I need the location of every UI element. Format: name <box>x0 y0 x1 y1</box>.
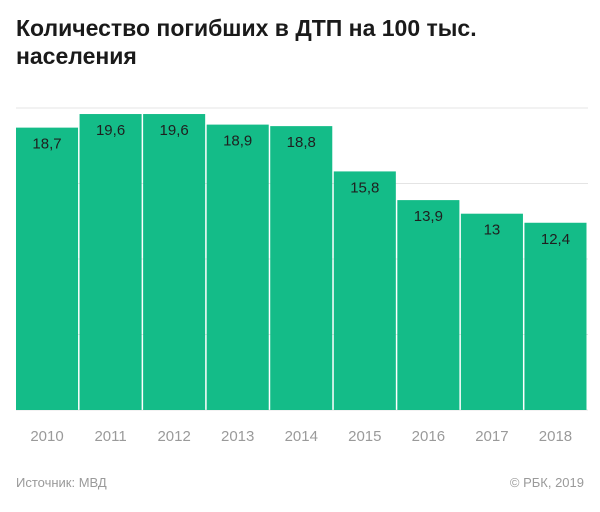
bar-value-label: 15,8 <box>350 179 379 196</box>
x-tick-label: 2018 <box>539 428 572 445</box>
bar-value-label: 19,6 <box>160 122 189 139</box>
x-tick-label: 2015 <box>348 428 381 445</box>
x-tick-label: 2012 <box>157 428 190 445</box>
x-tick-label: 2010 <box>30 428 63 445</box>
x-tick-label: 2016 <box>412 428 445 445</box>
bar-2010 <box>16 127 79 410</box>
bar-2015 <box>333 171 396 410</box>
bar-2013 <box>206 124 269 411</box>
bar-2014 <box>270 126 333 411</box>
bar-2017 <box>460 213 523 410</box>
x-tick-label: 2013 <box>221 428 254 445</box>
bar-2016 <box>397 200 460 410</box>
bar-value-label: 18,8 <box>287 134 316 151</box>
bar-value-label: 18,7 <box>32 136 61 153</box>
chart-title: Количество погибших в ДТП на 100 тыс. на… <box>16 15 477 69</box>
bar-value-label: 18,9 <box>223 133 252 150</box>
bar-value-label: 13,9 <box>414 208 443 225</box>
bar-value-label: 19,6 <box>96 122 125 139</box>
x-axis-tick-labels: 2010 2011 2012 2013 2014 2015 2016 2017 2018 <box>30 428 572 445</box>
bar-2012 <box>143 114 206 410</box>
bar-value-labels: 18,7 19,6 19,6 18,9 18,8 15,8 13,9 13 12,4 <box>32 122 570 248</box>
bar-2011 <box>79 114 142 410</box>
copyright-note: © РБК, 2019 <box>509 475 584 490</box>
bar-value-label: 12,4 <box>541 231 570 248</box>
bars <box>16 114 587 411</box>
x-tick-label: 2017 <box>475 428 508 445</box>
x-tick-label: 2014 <box>285 428 318 445</box>
bar-value-label: 13 <box>484 222 501 239</box>
bar-2018 <box>524 222 587 410</box>
source-note: Источник: МВД <box>16 475 107 490</box>
x-tick-label: 2011 <box>94 428 126 445</box>
